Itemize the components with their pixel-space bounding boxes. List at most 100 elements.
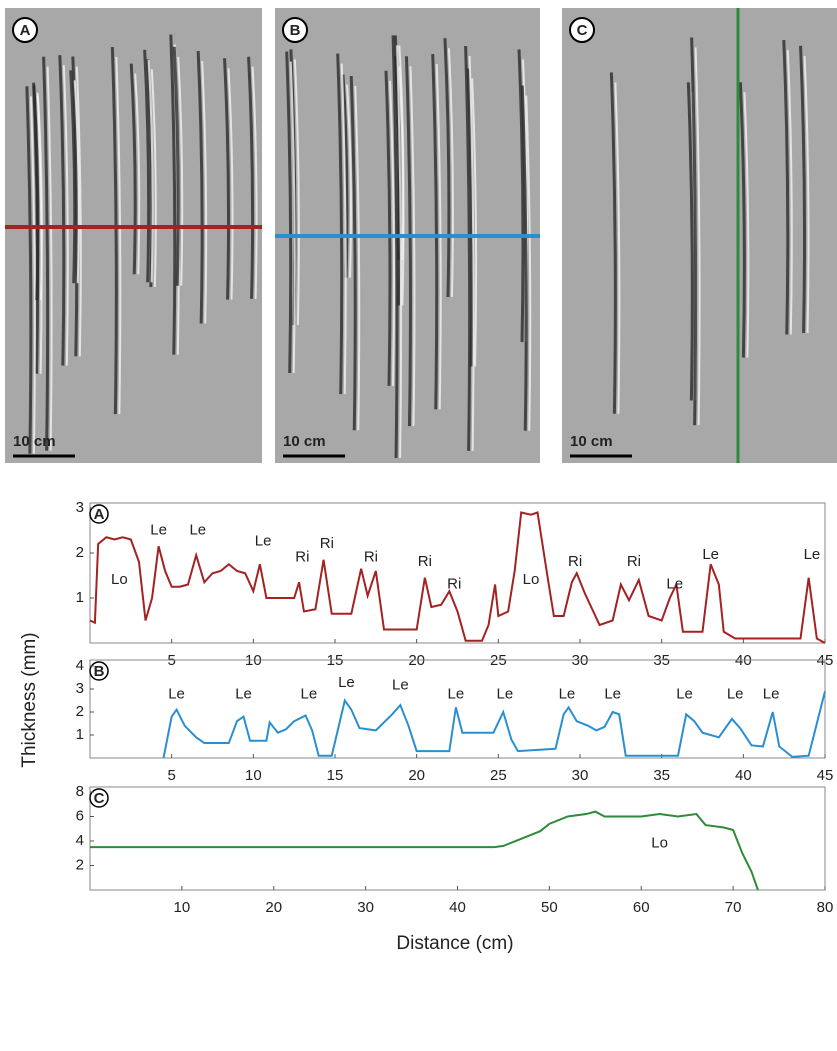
streak <box>46 66 53 451</box>
annotation: Lo <box>111 571 128 588</box>
streak <box>389 80 396 386</box>
chart-label: A <box>94 506 105 523</box>
streak <box>42 56 50 451</box>
scale-label: 10 cm <box>283 433 326 450</box>
chart-badge <box>89 504 109 524</box>
streak <box>293 59 300 326</box>
streak <box>71 56 79 357</box>
annotation: Le <box>559 686 576 703</box>
x-tick-label: 20 <box>408 767 425 784</box>
y-tick-label: 1 <box>76 589 84 606</box>
x-tick-label: 5 <box>167 767 175 784</box>
annotation: Le <box>727 686 744 703</box>
streak <box>384 70 392 386</box>
annotation: Le <box>168 686 185 703</box>
y-tick-label: 8 <box>76 783 84 800</box>
streak <box>32 85 40 301</box>
x-tick-label: 45 <box>817 767 834 784</box>
panel-badge <box>12 17 38 43</box>
annotation: Le <box>392 677 409 694</box>
x-tick-label: 35 <box>653 767 670 784</box>
annotation: Ri <box>418 553 432 570</box>
plot-frame <box>89 502 826 644</box>
streak <box>115 57 122 415</box>
x-tick-label: 40 <box>735 767 752 784</box>
streak <box>196 51 204 324</box>
plot-frame <box>89 786 826 891</box>
panel-badge <box>282 17 308 43</box>
streak <box>177 56 184 286</box>
streak <box>110 47 118 415</box>
x-tick-label: 40 <box>449 899 466 916</box>
x-tick-label: 15 <box>327 767 344 784</box>
annotation: Ri <box>568 553 582 570</box>
annotation: Ri <box>627 553 641 570</box>
streak <box>396 45 403 459</box>
streak <box>201 61 208 324</box>
annotation: Le <box>804 546 821 563</box>
y-tick-label: 2 <box>76 544 84 561</box>
streak <box>803 55 810 333</box>
data-line <box>90 810 759 891</box>
x-tick-label: 80 <box>817 899 834 916</box>
annotation: Le <box>301 686 318 703</box>
y-axis-label: Thickness (mm) <box>19 632 40 767</box>
streak <box>468 55 475 451</box>
x-tick-label: 30 <box>357 899 374 916</box>
y-tick-label: 6 <box>76 807 84 824</box>
panel-label: B <box>290 22 301 39</box>
panel-badge <box>569 17 595 43</box>
y-tick-label: 4 <box>76 657 84 674</box>
annotation: Ri <box>320 535 334 552</box>
chart-badge <box>89 661 109 681</box>
streak <box>340 63 347 395</box>
streak <box>694 47 701 426</box>
streak <box>525 95 532 431</box>
annotation: Le <box>255 533 272 550</box>
streak <box>409 66 416 427</box>
streak <box>786 50 793 335</box>
streak <box>464 45 472 451</box>
streak <box>134 73 141 275</box>
streak <box>73 80 80 284</box>
chart-label: B <box>94 663 105 680</box>
plot-frame <box>89 659 826 759</box>
y-tick-label: 2 <box>76 703 84 720</box>
streak <box>345 84 352 278</box>
streak <box>391 35 399 459</box>
streak <box>517 49 525 343</box>
streak <box>129 63 137 275</box>
panel-label: A <box>20 22 31 39</box>
x-tick-label: 30 <box>572 767 589 784</box>
streak <box>289 61 296 374</box>
streak <box>62 65 69 366</box>
annotation: Le <box>235 686 252 703</box>
annotation: Le <box>338 674 355 691</box>
streak <box>398 66 405 306</box>
streak <box>247 56 255 299</box>
annotation: Ri <box>447 575 461 592</box>
x-tick-label: 60 <box>633 899 650 916</box>
x-tick-label: 10 <box>174 899 191 916</box>
streak <box>223 58 231 300</box>
annotation: Le <box>676 686 693 703</box>
streak <box>25 86 33 454</box>
annotation: Lo <box>523 571 540 588</box>
x-tick-label: 70 <box>725 899 742 916</box>
streak <box>150 69 157 288</box>
x-tick-label: 50 <box>541 899 558 916</box>
streak <box>143 49 151 283</box>
annotation: Lo <box>651 834 668 851</box>
annotation: Le <box>763 686 780 703</box>
streak <box>172 46 180 286</box>
annotation: Ri <box>364 548 378 565</box>
y-tick-label: 1 <box>76 726 84 743</box>
x-tick-label: 20 <box>265 899 282 916</box>
streak <box>799 45 807 333</box>
panel-label: C <box>577 22 588 39</box>
chart-badge <box>89 788 109 808</box>
annotation: Le <box>448 686 465 703</box>
streak <box>147 59 154 283</box>
annotation: Le <box>666 575 683 592</box>
streak <box>404 56 412 427</box>
